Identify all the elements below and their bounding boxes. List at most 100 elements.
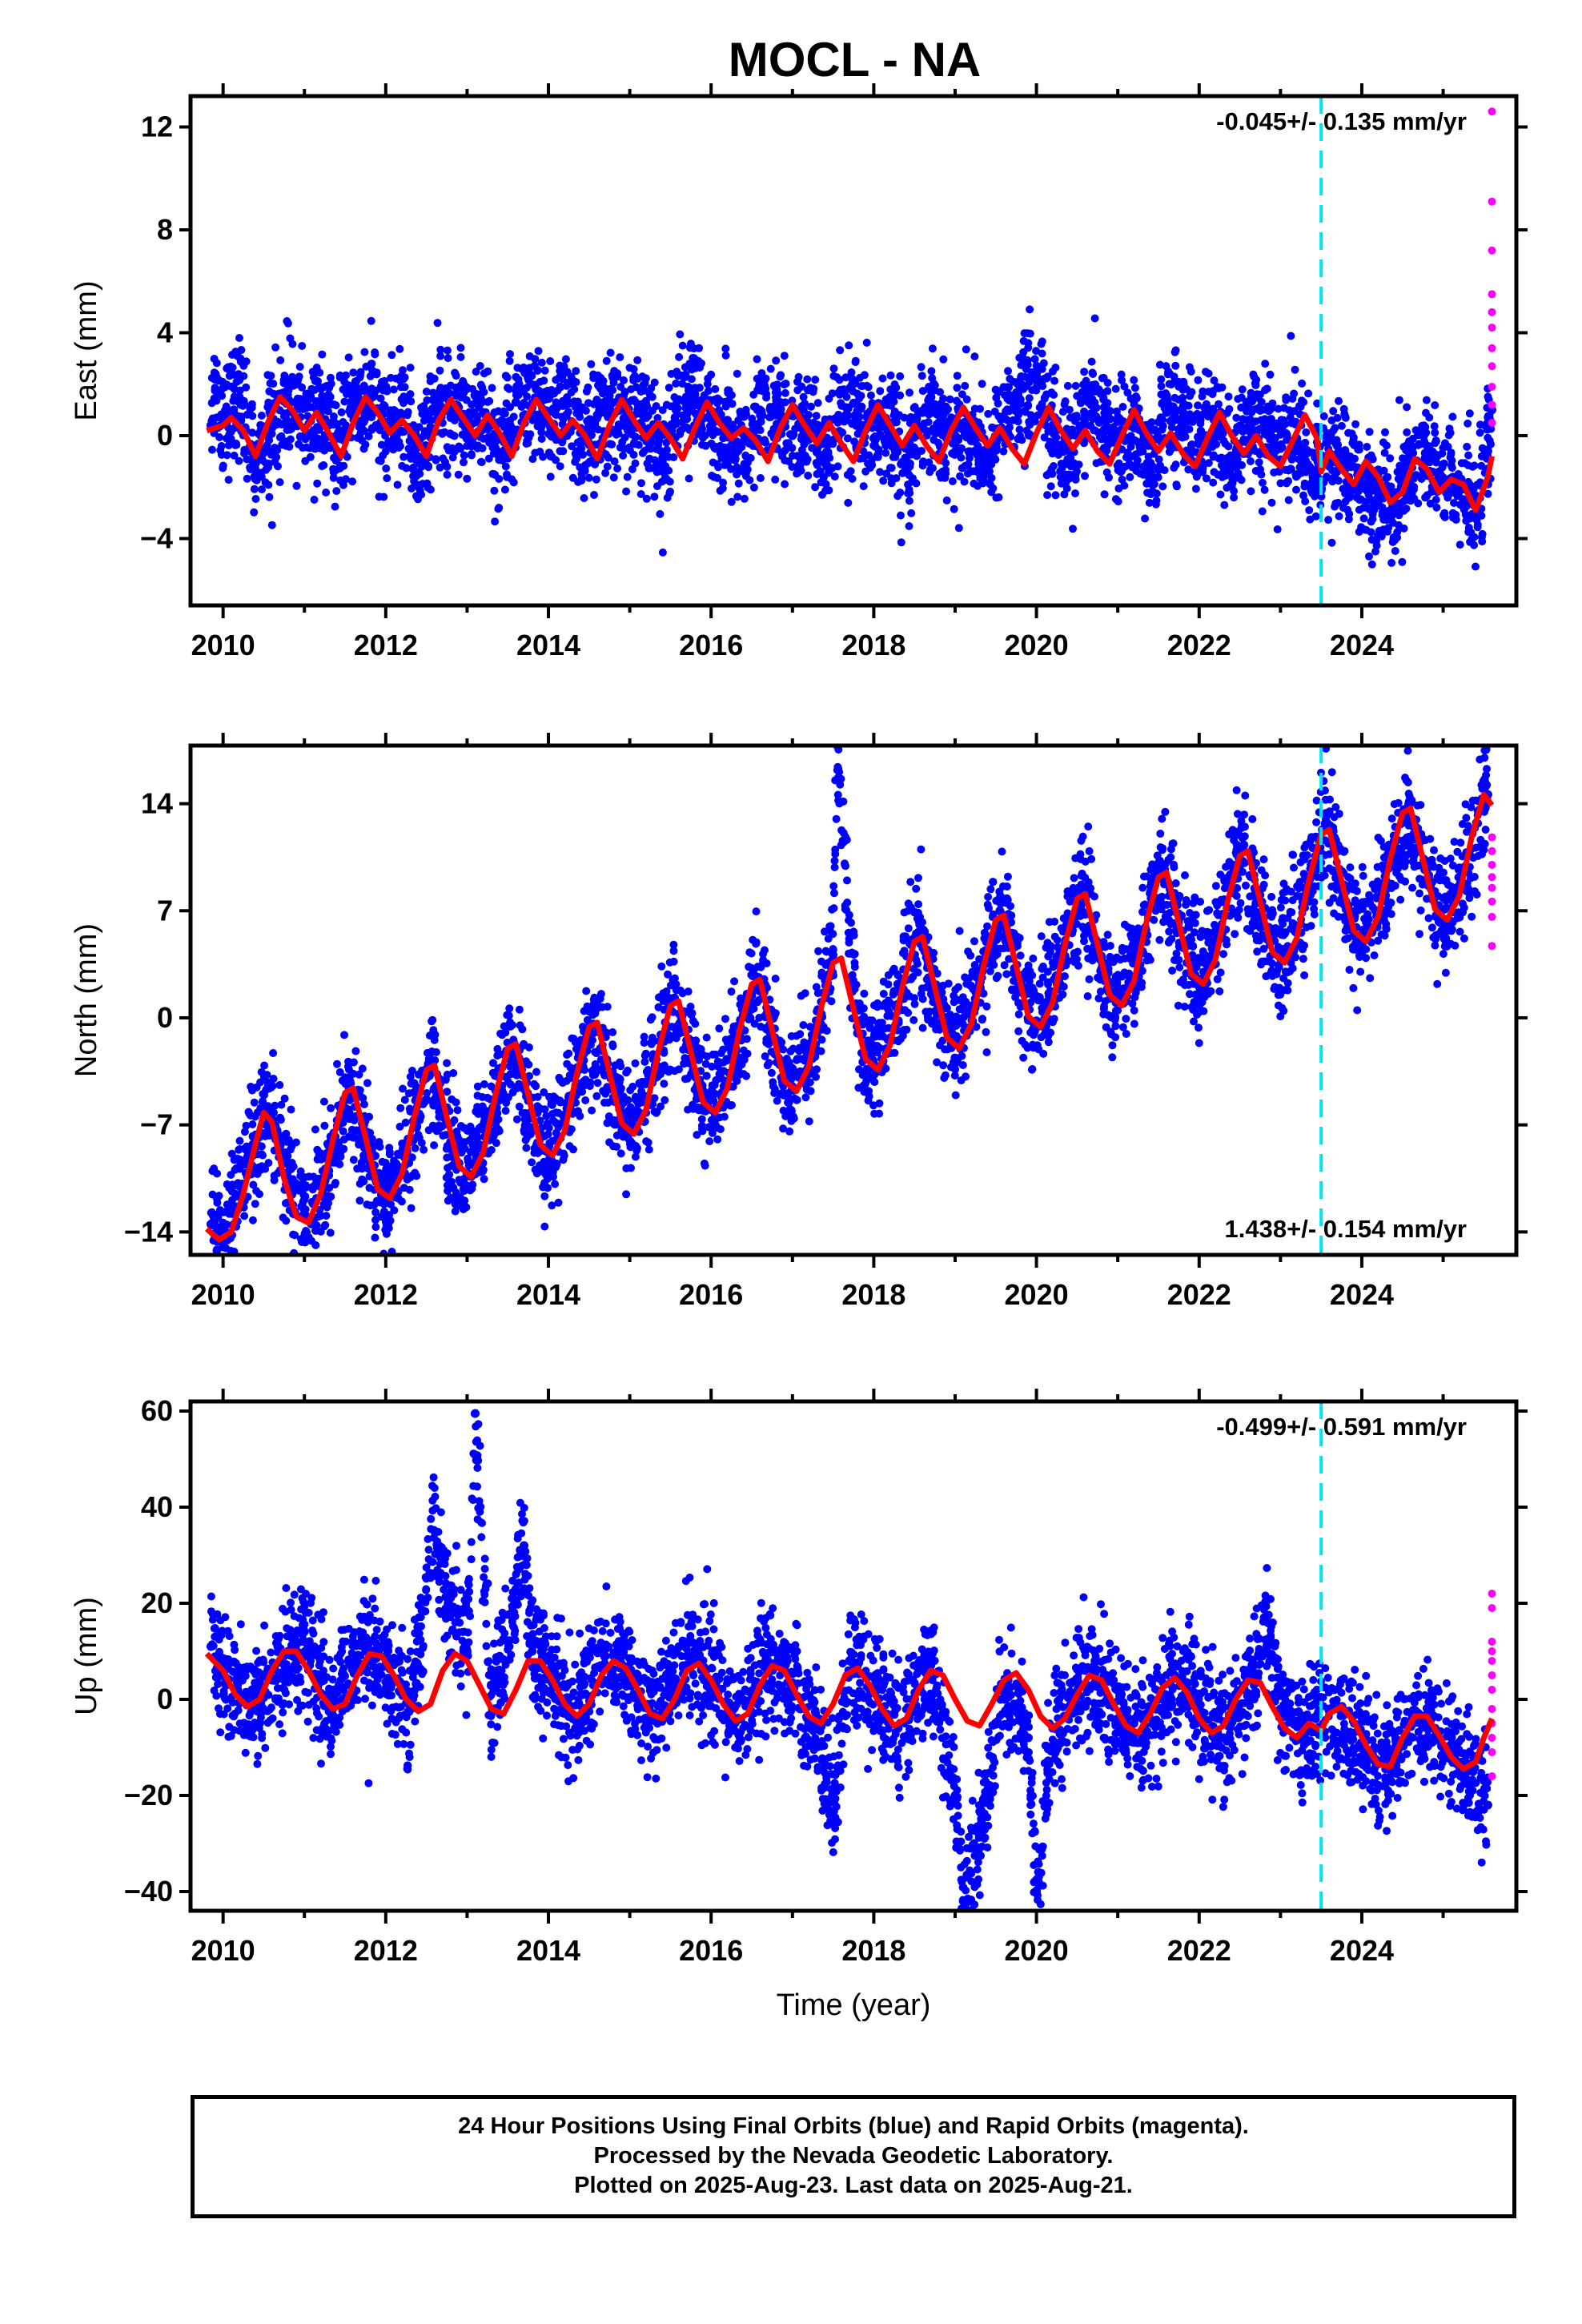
final-orbit-point bbox=[976, 404, 984, 413]
final-orbit-point bbox=[313, 1265, 321, 1273]
final-orbit-point bbox=[396, 1104, 405, 1112]
final-orbit-point bbox=[415, 423, 424, 432]
final-orbit-point bbox=[395, 437, 404, 446]
final-orbit-point bbox=[1425, 413, 1434, 422]
final-orbit-point bbox=[939, 394, 948, 403]
final-orbit-point bbox=[476, 457, 485, 466]
final-orbit-point bbox=[394, 1194, 403, 1203]
final-orbit-point bbox=[1257, 397, 1266, 406]
final-orbit-point bbox=[862, 381, 871, 390]
final-orbit-point bbox=[1351, 454, 1359, 463]
final-orbit-point bbox=[633, 405, 642, 414]
final-orbit-point bbox=[433, 319, 442, 328]
final-orbit-point bbox=[560, 400, 569, 409]
final-orbit-point bbox=[283, 319, 292, 328]
final-orbit-point bbox=[235, 373, 244, 381]
final-orbit-point bbox=[1215, 384, 1223, 392]
final-orbit-point bbox=[1249, 370, 1258, 379]
final-orbit-point bbox=[408, 1153, 416, 1162]
final-orbit-point bbox=[1478, 537, 1487, 546]
final-orbit-point bbox=[294, 375, 303, 384]
final-orbit-point bbox=[1090, 426, 1099, 435]
final-orbit-point bbox=[1311, 512, 1320, 521]
final-orbit-point bbox=[1148, 487, 1157, 496]
final-orbit-point bbox=[248, 428, 257, 437]
final-orbit-point bbox=[231, 440, 239, 449]
final-orbit-point bbox=[1362, 525, 1371, 534]
final-orbit-point bbox=[646, 444, 655, 453]
final-orbit-point bbox=[1463, 442, 1472, 451]
final-orbit-point bbox=[335, 1068, 344, 1076]
final-orbit-point bbox=[502, 399, 511, 408]
final-orbit-point bbox=[406, 364, 415, 372]
final-orbit-point bbox=[439, 454, 448, 463]
final-orbit-point bbox=[408, 465, 417, 474]
final-orbit-point bbox=[491, 517, 500, 526]
final-orbit-point bbox=[400, 392, 408, 401]
final-orbit-point bbox=[926, 401, 935, 410]
final-orbit-point bbox=[1182, 385, 1191, 393]
final-orbit-point bbox=[295, 363, 304, 371]
final-orbit-point bbox=[1319, 412, 1328, 420]
final-orbit-point bbox=[448, 446, 456, 455]
final-orbit-point bbox=[385, 1144, 394, 1152]
final-orbit-point bbox=[484, 425, 492, 434]
final-orbit-point bbox=[1187, 440, 1196, 448]
final-orbit-point bbox=[775, 400, 784, 408]
final-orbit-point bbox=[306, 1256, 314, 1265]
final-orbit-point bbox=[636, 490, 645, 498]
final-orbit-point bbox=[713, 460, 721, 468]
final-orbit-point bbox=[383, 387, 391, 396]
final-orbit-point bbox=[240, 1144, 249, 1153]
final-orbit-point bbox=[335, 371, 344, 380]
final-orbit-point bbox=[1071, 381, 1080, 390]
final-orbit-point bbox=[756, 426, 765, 435]
final-orbit-point bbox=[629, 450, 638, 459]
final-orbit-point bbox=[213, 1198, 222, 1207]
final-orbit-point bbox=[351, 1047, 360, 1055]
final-orbit-point bbox=[820, 454, 829, 464]
final-orbit-point bbox=[1371, 547, 1379, 556]
final-orbit-point bbox=[370, 1142, 379, 1150]
final-orbit-point bbox=[324, 407, 332, 416]
final-orbit-point bbox=[1380, 448, 1389, 457]
final-orbit-point bbox=[359, 381, 368, 390]
final-orbit-point bbox=[853, 429, 862, 438]
final-orbit-point bbox=[1251, 380, 1260, 388]
final-orbit-point bbox=[1456, 501, 1464, 509]
y-tick-label: 12 bbox=[141, 111, 173, 143]
final-orbit-point bbox=[556, 462, 564, 471]
final-orbit-point bbox=[331, 1180, 339, 1189]
final-orbit-point bbox=[1149, 472, 1158, 481]
final-orbit-point bbox=[739, 464, 749, 474]
final-orbit-point bbox=[286, 425, 295, 434]
final-orbit-point bbox=[393, 480, 402, 489]
final-orbit-point bbox=[438, 429, 447, 438]
final-orbit-point bbox=[1243, 407, 1252, 416]
final-orbit-point bbox=[602, 356, 611, 365]
final-orbit-point bbox=[1341, 413, 1350, 422]
final-orbit-point bbox=[801, 399, 809, 408]
rapid-orbit-point bbox=[1488, 107, 1496, 116]
final-orbit-point bbox=[706, 426, 716, 436]
final-orbit-point bbox=[855, 394, 864, 403]
final-orbit-point bbox=[1298, 379, 1307, 388]
final-orbit-point bbox=[1259, 478, 1267, 487]
final-orbit-point bbox=[1044, 441, 1053, 450]
final-orbit-point bbox=[1220, 501, 1229, 509]
final-orbit-point bbox=[1478, 529, 1487, 538]
final-orbit-point bbox=[1154, 455, 1163, 464]
final-orbit-point bbox=[830, 472, 839, 481]
final-orbit-point bbox=[1341, 497, 1350, 506]
final-orbit-point bbox=[367, 360, 375, 368]
final-orbit-point bbox=[235, 456, 243, 465]
rapid-orbit-point bbox=[1488, 362, 1496, 371]
final-orbit-point bbox=[620, 376, 628, 384]
final-orbit-point bbox=[326, 392, 335, 401]
final-orbit-point bbox=[641, 413, 651, 423]
final-orbit-point bbox=[451, 368, 460, 377]
final-orbit-point bbox=[780, 352, 789, 360]
final-orbit-point bbox=[865, 464, 874, 472]
final-orbit-point bbox=[505, 356, 514, 365]
final-orbit-point bbox=[509, 412, 518, 421]
